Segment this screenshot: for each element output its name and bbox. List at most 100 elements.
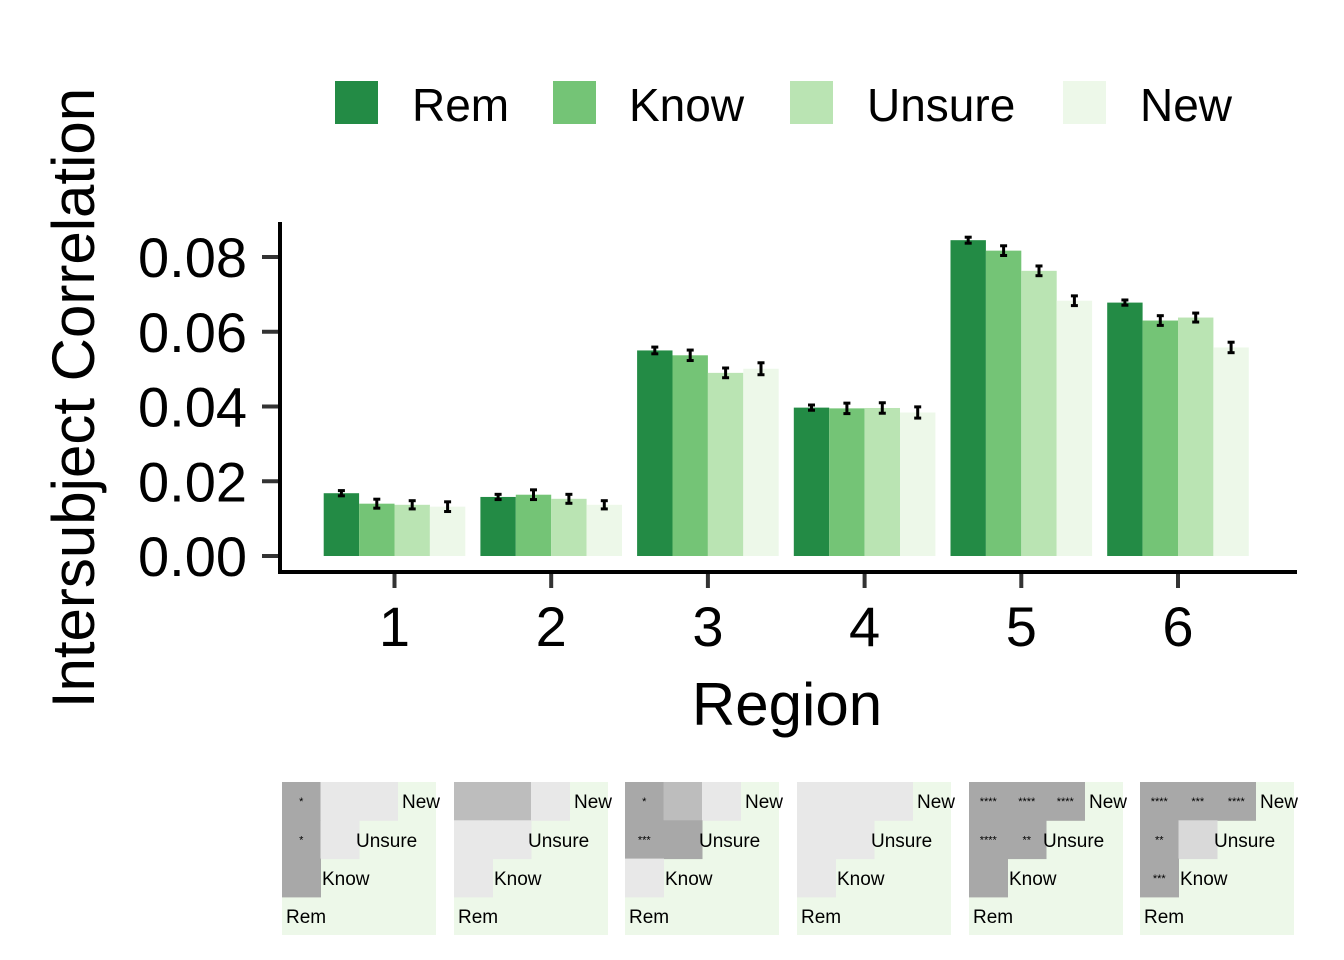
matrix-significance-label: ** (1155, 834, 1164, 846)
matrix-cell-new-unsure (874, 782, 913, 821)
error-bar-know-region-4 (843, 401, 851, 416)
bar-new-region-4 (900, 412, 936, 556)
matrix-significance-label: *** (638, 834, 652, 846)
legend-label-new: New (1140, 79, 1233, 131)
bar-rem-region-6 (1107, 302, 1143, 556)
bar-know-region-5 (985, 250, 1022, 557)
matrix-cell-unsure-know (492, 820, 532, 860)
bar-know-region-6 (1142, 320, 1178, 556)
matrix-label-know: Know (322, 869, 370, 890)
error-bar-know-region-2 (530, 488, 537, 502)
matrix-significance-label: *** (1191, 796, 1205, 808)
matrix-cell-new-rem (797, 782, 836, 821)
bar-unsure-region-1 (394, 504, 430, 556)
matrix-cell-new-know (663, 782, 703, 821)
legend-label-unsure: Unsure (867, 79, 1015, 131)
matrix-cell-new-rem (1140, 782, 1179, 821)
matrix-region-4: Rem Know Unsure New (797, 782, 955, 935)
matrix-significance-label: **** (1018, 796, 1036, 808)
matrix-label-new: New (402, 792, 440, 813)
matrix-label-new: New (574, 792, 612, 813)
error-bar-new-region-3 (757, 361, 765, 377)
matrix-significance-label: **** (980, 796, 998, 808)
matrix-significance-label: *** (1153, 873, 1167, 885)
x-tick-label: 5 (1006, 595, 1037, 658)
error-bars (337, 235, 1235, 514)
bar-new-region-3 (743, 368, 779, 556)
matrix-label-unsure: Unsure (1043, 831, 1104, 852)
legend-swatch-unsure (790, 81, 833, 124)
matrix-label-know: Know (494, 869, 542, 890)
matrix-region-1: * * Rem Know Unsure New (282, 782, 440, 935)
error-bar-rem-region-3 (651, 345, 659, 356)
matrix-label-new: New (917, 792, 955, 813)
bar-know-region-2 (515, 494, 552, 556)
error-bar-rem-region-2 (494, 492, 502, 502)
matrix-label-know: Know (837, 869, 885, 890)
matrix-label-new: New (745, 792, 783, 813)
matrix-significance-label: **** (1228, 796, 1246, 808)
matrix-cell-new-rem (282, 782, 321, 821)
matrix-cell-know-rem (282, 858, 321, 898)
legend: Rem Know Unsure New (335, 79, 1233, 131)
bar-know-region-4 (829, 408, 865, 556)
bar-unsure-region-3 (707, 372, 744, 556)
error-bar-new-region-6 (1227, 340, 1235, 355)
matrix-label-new: New (1260, 792, 1298, 813)
matrix-label-rem: Rem (973, 907, 1013, 928)
error-bar-know-region-6 (1156, 314, 1164, 327)
y-axis-title: Intersubject Correlation (40, 88, 107, 708)
x-tick-label: 6 (1162, 595, 1193, 658)
matrix-cell-know-rem (1140, 858, 1179, 898)
matrix-cell-unsure-know (835, 820, 875, 860)
error-bar-rem-region-6 (1121, 298, 1129, 307)
matrix-label-rem: Rem (458, 907, 498, 928)
y-tick-label: 0.06 (138, 301, 247, 364)
matrix-cell-know-rem (625, 858, 664, 898)
matrix-label-new: New (1089, 792, 1127, 813)
matrix-cell-unsure-know (320, 820, 360, 860)
matrix-cell-unsure-rem (625, 820, 664, 860)
matrix-label-unsure: Unsure (871, 831, 932, 852)
bar-new-region-6 (1213, 347, 1249, 556)
matrix-label-rem: Rem (286, 907, 326, 928)
matrix-label-unsure: Unsure (356, 831, 417, 852)
matrix-cell-new-unsure (359, 782, 398, 821)
matrix-cell-know-rem (454, 858, 493, 898)
bars (323, 240, 1249, 557)
matrix-significance-label: * (299, 834, 304, 846)
matrix-significance-label: ** (1022, 834, 1031, 846)
matrix-significance-label: **** (1057, 796, 1075, 808)
error-bar-rem-region-1 (337, 489, 345, 498)
error-bar-unsure-region-6 (1192, 311, 1200, 324)
legend-label-know: Know (629, 79, 745, 131)
x-tick-label: 3 (692, 595, 723, 658)
matrix-cell-unsure-rem (969, 820, 1008, 860)
matrix-region-2: Rem Know Unsure New (454, 782, 612, 935)
error-bar-unsure-region-5 (1035, 264, 1043, 278)
bar-rem-region-3 (637, 350, 673, 556)
x-tick-label: 4 (849, 595, 880, 658)
matrix-label-know: Know (1180, 869, 1228, 890)
y-tick-label: 0.04 (138, 376, 247, 439)
matrix-cell-new-unsure (702, 782, 741, 821)
matrix-label-unsure: Unsure (528, 831, 589, 852)
matrix-label-rem: Rem (629, 907, 669, 928)
matrix-cell-new-unsure (1217, 782, 1256, 821)
matrix-cell-new-know (1178, 782, 1218, 821)
matrix-cell-unsure-know (663, 820, 703, 860)
matrix-cell-new-unsure (1046, 782, 1085, 821)
error-bar-unsure-region-3 (722, 366, 730, 380)
y-tick-label: 0.08 (138, 226, 247, 289)
bar-unsure-region-5 (1021, 270, 1057, 556)
matrix-label-know: Know (1009, 869, 1057, 890)
y-tick-label: 0.00 (138, 525, 247, 588)
matrix-label-unsure: Unsure (699, 831, 760, 852)
error-bar-unsure-region-4 (878, 401, 886, 415)
matrix-significance-label: **** (1151, 796, 1169, 808)
error-bar-new-region-2 (600, 499, 608, 511)
